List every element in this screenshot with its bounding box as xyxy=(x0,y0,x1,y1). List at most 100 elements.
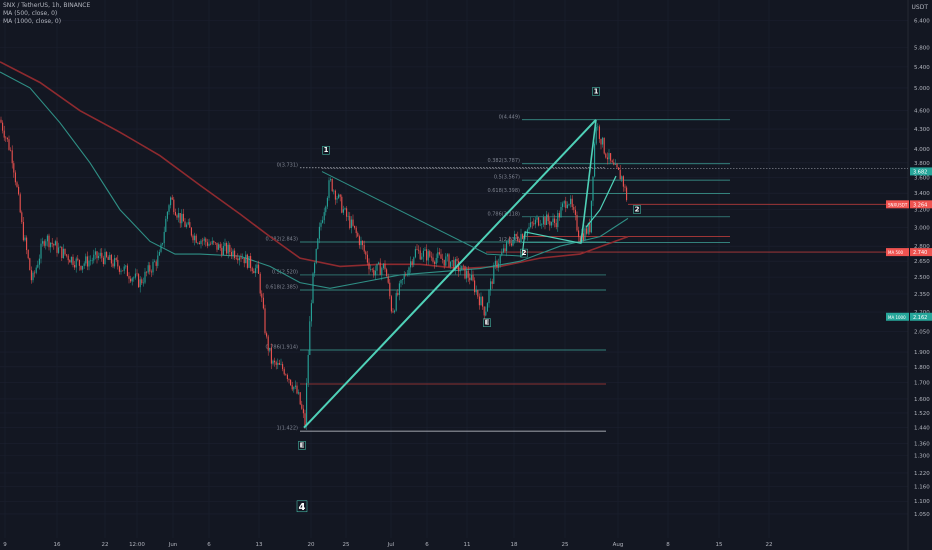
candle-body xyxy=(571,198,573,208)
price-tag-value: 2.740 xyxy=(913,250,927,256)
candle-body xyxy=(301,404,303,409)
candle-body xyxy=(160,244,162,252)
candle-body xyxy=(118,266,120,272)
candle-body xyxy=(442,258,444,260)
candle-body xyxy=(363,245,365,252)
candle-body xyxy=(518,240,520,243)
y-tick-label: 2.500 xyxy=(914,275,930,281)
time-axis[interactable]: 9 16 22 12:00 Jun 6 13 20 25 Jul 6 11 18 25 Aug 8 15 22 xyxy=(3,542,772,548)
candle-body xyxy=(266,333,268,337)
candle-body xyxy=(29,258,31,271)
candle-body xyxy=(592,176,594,201)
wave-line-diag xyxy=(321,171,523,257)
candle-body xyxy=(410,261,412,268)
candle-body xyxy=(322,220,324,223)
candle-body xyxy=(162,243,164,245)
ma500-legend[interactable]: MA (500, close, 0) xyxy=(3,10,58,17)
candle-body xyxy=(240,257,242,259)
fib-label: 0(3.731) xyxy=(277,162,298,168)
candle-body xyxy=(419,250,421,260)
candle-body xyxy=(256,264,258,269)
candle-body xyxy=(208,243,210,246)
candle-body xyxy=(459,270,461,272)
candle-body xyxy=(117,259,119,267)
price-axis[interactable]: 6.400 5.800 5.400 5.000 4.600 4.300 4.000 3.800… xyxy=(914,19,930,518)
ma1000-legend[interactable]: MA (1000, close, 0) xyxy=(3,18,62,25)
candle-body xyxy=(464,265,466,279)
candle-body xyxy=(269,347,271,351)
candle-body xyxy=(325,206,327,213)
candle-body xyxy=(86,256,88,267)
candle-body xyxy=(496,260,498,268)
candle-body xyxy=(3,130,5,138)
x-tick-label: 9 xyxy=(3,542,7,548)
candle-body xyxy=(509,240,511,244)
wave-label: 1 xyxy=(594,87,599,95)
candle-body xyxy=(416,249,418,250)
y-tick-label: 1.700 xyxy=(914,380,930,386)
candle-body xyxy=(438,252,440,255)
candle-body xyxy=(605,153,607,158)
candle-body xyxy=(173,199,175,212)
ma1000-line xyxy=(0,61,629,270)
candle-body xyxy=(102,257,104,265)
y-tick-label: 3.000 xyxy=(914,225,930,231)
candle-body xyxy=(426,249,428,261)
symbol-title[interactable]: SNX / TetherUS, 1h, BINANCE xyxy=(3,2,91,9)
candle-body xyxy=(326,197,328,207)
candle-body xyxy=(58,247,60,253)
candle-body xyxy=(450,261,452,267)
candle-body xyxy=(277,363,279,365)
candle-body xyxy=(179,213,181,224)
candle-body xyxy=(45,241,47,246)
candle-body xyxy=(446,254,448,257)
wave-label: 4 xyxy=(299,502,306,513)
candle-body xyxy=(11,150,13,164)
y-tick-label: 3.400 xyxy=(914,191,930,197)
candle-body xyxy=(6,137,8,140)
price-tag-value: 3.682 xyxy=(913,169,927,175)
candle-body xyxy=(613,162,615,165)
candle-body xyxy=(507,240,509,242)
candle-body xyxy=(413,257,415,265)
y-tick-label: 1.900 xyxy=(914,350,930,356)
y-tick-label: 1.520 xyxy=(914,411,930,417)
candle-body xyxy=(502,248,504,253)
candle-body xyxy=(373,269,375,276)
price-tags: 3.264 SNXUSDT 2.740 MA 500 2.162 MA 1000 3.682 xyxy=(886,167,932,321)
candle-body xyxy=(466,270,468,279)
candle-body xyxy=(166,211,168,219)
candle-body xyxy=(30,270,32,281)
candle-body xyxy=(482,296,484,307)
candle-body xyxy=(304,413,306,426)
candle-body xyxy=(275,362,277,365)
candle-body xyxy=(611,160,613,163)
candle-body xyxy=(74,265,76,268)
candle-body xyxy=(414,249,416,258)
y-tick-label: 1.050 xyxy=(914,512,930,518)
y-tick-label: 2.800 xyxy=(914,244,930,250)
candle-body xyxy=(272,360,274,364)
candle-body xyxy=(352,219,354,226)
candle-body xyxy=(371,269,373,270)
candle-body xyxy=(555,222,557,228)
candle-body xyxy=(486,303,488,312)
y-tick-label: 3.600 xyxy=(914,176,930,182)
x-tick-label: 25 xyxy=(343,542,350,548)
candle-body xyxy=(456,258,458,262)
candle-body xyxy=(576,214,578,231)
fib-label: 0.382(2.843) xyxy=(265,237,298,243)
candle-body xyxy=(274,360,276,363)
candle-body xyxy=(398,283,400,295)
candle-body xyxy=(544,217,546,225)
candle-body xyxy=(232,250,234,256)
candle-body xyxy=(288,378,290,380)
candle-body xyxy=(48,235,50,248)
candle-body xyxy=(357,233,359,237)
candle-body xyxy=(8,139,10,150)
candle-body xyxy=(248,256,250,268)
candle-body xyxy=(494,260,496,266)
candle-body xyxy=(574,209,576,215)
chart-legend: SNX / TetherUS, 1h, BINANCE MA (500, clo… xyxy=(3,2,90,26)
